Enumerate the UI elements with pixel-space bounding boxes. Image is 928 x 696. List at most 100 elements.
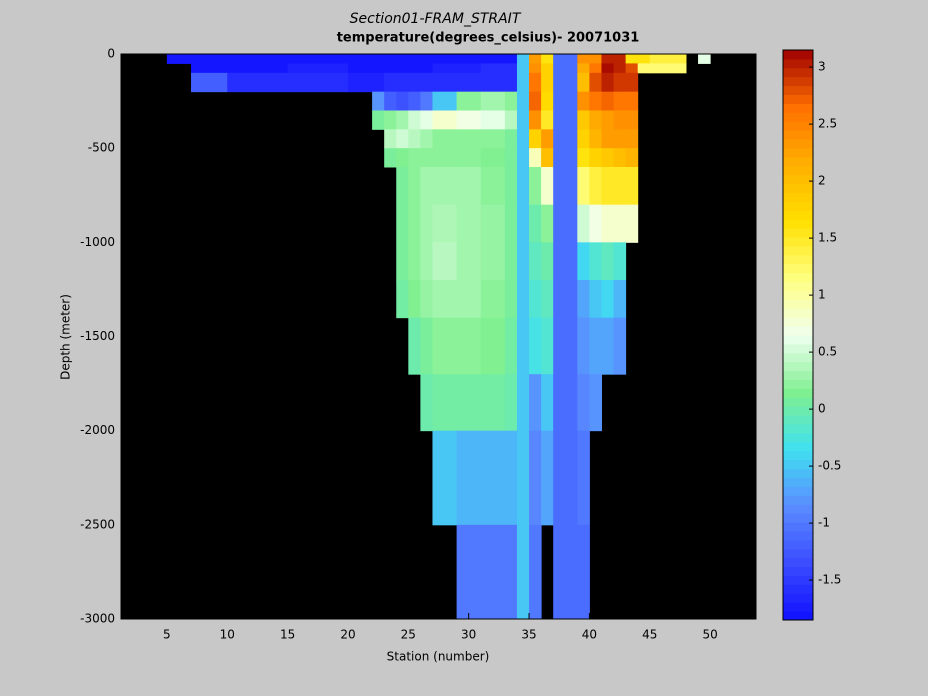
y-tick-label: -1000 (80, 235, 115, 249)
heat-cell (589, 72, 602, 93)
heat-cell (480, 63, 506, 74)
colorbar-segment (783, 58, 813, 69)
colorbar-segment (783, 147, 813, 158)
heat-cell (541, 374, 554, 432)
heat-cell (589, 63, 602, 74)
heat-cell (504, 129, 518, 149)
heat-cell (456, 374, 482, 432)
heat-cell (432, 167, 458, 206)
heat-cell (420, 374, 433, 432)
heat-cell (541, 317, 554, 375)
colorbar-segment (783, 317, 813, 327)
heat-cell (553, 167, 578, 206)
colorbar-tick-label: 2.5 (818, 117, 837, 131)
heat-cell (287, 72, 349, 93)
heat-cell (553, 54, 578, 64)
heat-cell (191, 72, 228, 93)
heat-cell (420, 110, 433, 130)
heat-cell (456, 430, 482, 526)
heat-cell (456, 129, 482, 149)
heat-cell (432, 54, 458, 64)
heat-cell (456, 63, 482, 74)
heat-cell (553, 148, 578, 168)
heat-cell (541, 72, 554, 93)
heat-cell (384, 63, 397, 74)
colorbar-tick-label: -0.5 (818, 459, 841, 473)
colorbar-segment (783, 183, 813, 193)
colorbar-segment (783, 548, 813, 559)
heat-cell (625, 72, 639, 93)
heat-cell (516, 524, 530, 620)
heat-cell (613, 91, 627, 111)
heat-cell (384, 72, 397, 93)
heat-cell (577, 242, 590, 281)
colorbar-tick-label: 0 (818, 402, 826, 416)
colorbar-segment (783, 459, 813, 470)
heat-cell (541, 148, 554, 168)
heat-cell (601, 167, 615, 206)
heat-cell (396, 63, 409, 74)
colorbar-segment (783, 308, 813, 318)
heat-cell (589, 242, 602, 281)
heat-cell (456, 110, 482, 130)
heat-cell (613, 72, 627, 93)
heat-cell (625, 110, 639, 130)
heat-cell (625, 129, 639, 149)
heat-cell (601, 54, 615, 64)
heat-cell (396, 167, 409, 206)
heat-cell (589, 280, 602, 319)
heat-cell (613, 54, 627, 64)
heat-cell (384, 148, 397, 168)
y-tick-label: -2000 (80, 423, 115, 437)
heat-cell (613, 280, 627, 319)
heat-cell (553, 72, 578, 93)
heat-cell (504, 242, 518, 281)
heat-cell (432, 317, 458, 375)
heat-cell (347, 54, 373, 64)
heat-cell (516, 430, 530, 526)
heat-cell (613, 242, 627, 281)
colorbar-segment (783, 219, 813, 229)
colorbar-segment (783, 602, 813, 612)
heat-cell (396, 91, 409, 111)
heat-cell (504, 63, 518, 74)
heat-cell (601, 110, 615, 130)
heat-cell (577, 167, 590, 206)
heat-cell (541, 167, 554, 206)
colorbar-tick-label: 1.5 (818, 231, 837, 245)
colorbar-segment (783, 486, 813, 496)
colorbar-segment (783, 237, 813, 247)
heat-cell (625, 204, 639, 243)
colorbar-tick-label: -1 (818, 516, 830, 530)
heat-cell (480, 167, 506, 206)
heat-cell (408, 167, 421, 206)
heat-cell (553, 204, 578, 243)
heat-cell (541, 204, 554, 243)
heat-cell (408, 280, 421, 319)
heat-cell (553, 374, 578, 432)
colorbar-segment (783, 85, 813, 96)
heat-cell (529, 167, 542, 206)
heat-cell (637, 54, 651, 64)
colorbar-segment (783, 504, 813, 514)
heat-cell (432, 242, 458, 281)
colorbar-tick-label: 0.5 (818, 345, 837, 359)
heat-cell (456, 148, 482, 168)
colorbar-segment (783, 272, 813, 283)
heat-cell (577, 148, 590, 168)
heat-cell (516, 148, 530, 168)
heat-cell (480, 317, 506, 375)
heat-cell (529, 148, 542, 168)
heat-cell (408, 110, 421, 130)
colorbar-segment (783, 530, 813, 541)
heat-cell (432, 374, 458, 432)
colorbar-segment (783, 245, 813, 256)
colorbar-segment (783, 370, 813, 381)
heat-cell (625, 91, 639, 111)
heat-cell (456, 242, 482, 281)
heat-cell (516, 110, 530, 130)
heat-cell (372, 110, 385, 130)
heat-cell (553, 129, 578, 149)
heat-cell (456, 204, 482, 243)
